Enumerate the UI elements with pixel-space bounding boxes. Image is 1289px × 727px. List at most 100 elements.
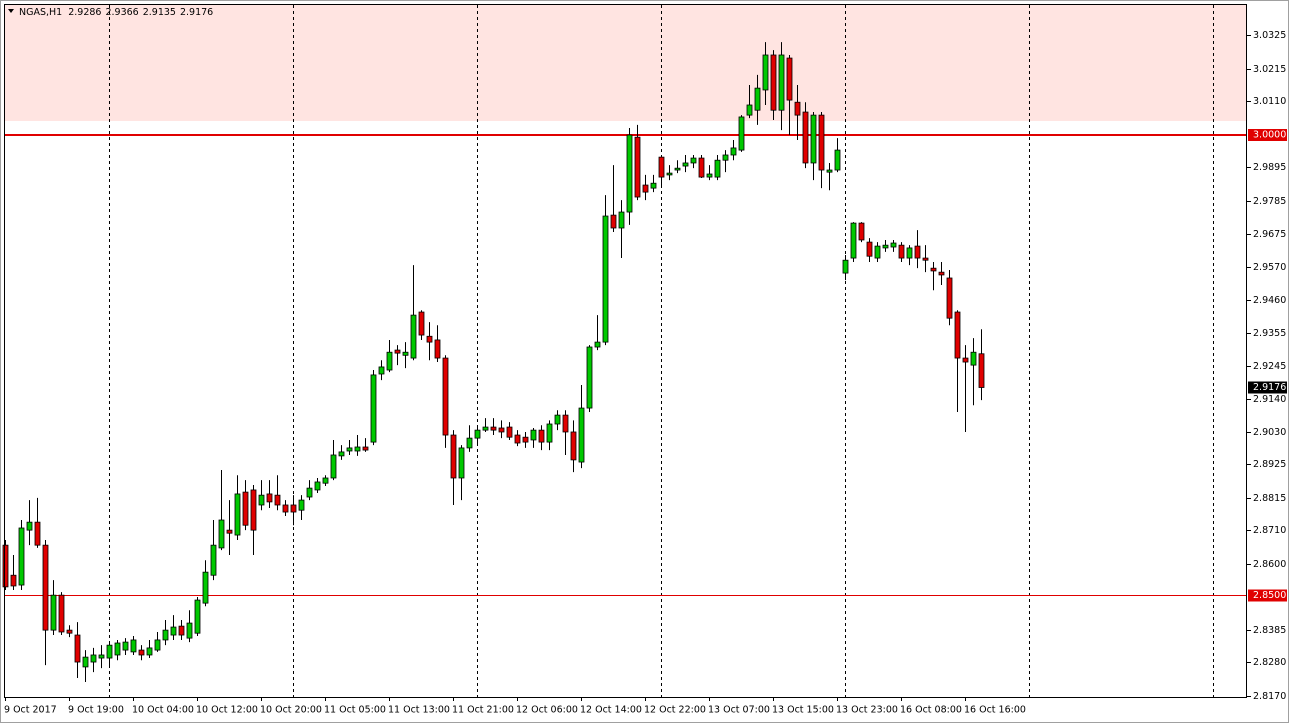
y-tick-label: 3.0110 [1253, 96, 1286, 107]
x-tick-label: 11 Oct 05:00 [324, 705, 386, 716]
candle-up [258, 494, 265, 506]
background-layer [5, 5, 1247, 697]
candle-down [858, 222, 865, 241]
plot-frame [4, 4, 1247, 698]
header: NGAS,H1 2.9286 2.9366 2.9135 2.9176 [19, 7, 213, 18]
candle-down [642, 184, 649, 193]
candle-down [610, 214, 617, 229]
candle-up [682, 162, 689, 167]
candle-up [306, 487, 313, 498]
candle-up [458, 447, 465, 479]
y-tick-label: 2.9355 [1253, 328, 1286, 339]
candles-layer [2, 42, 985, 682]
header-open: 2.9286 [68, 7, 101, 18]
y-tick-label: 2.9895 [1253, 162, 1286, 173]
candle-down [698, 157, 705, 178]
y-tick-label: 2.8710 [1253, 525, 1286, 536]
x-tick-label: 9 Oct 19:00 [68, 705, 124, 716]
y-tick-label: 3.0325 [1253, 30, 1286, 41]
candle-up [386, 351, 393, 371]
candle-up [546, 423, 553, 443]
candle-up [50, 594, 57, 631]
candle-down [770, 54, 777, 111]
candle-up [338, 451, 345, 457]
candle-down [786, 57, 793, 101]
y-tick-label: 2.9460 [1253, 295, 1286, 306]
candle-up [690, 157, 697, 164]
candle-down [138, 649, 145, 656]
candle-up [706, 173, 713, 178]
last-price-box [1248, 381, 1287, 394]
candle-down [178, 625, 185, 636]
candle-down [570, 431, 577, 461]
candle-up [170, 626, 177, 636]
level-label-box [1248, 589, 1287, 602]
x-tick-label: 12 Oct 14:00 [580, 705, 642, 716]
candle-up [218, 519, 225, 549]
candle-down [538, 429, 545, 443]
candle-up [370, 374, 377, 443]
candle-down [34, 521, 41, 546]
x-tick-label: 12 Oct 22:00 [644, 705, 706, 716]
candle-up [754, 87, 761, 111]
candle-down [938, 271, 945, 276]
y-tick-label: 2.8170 [1253, 691, 1286, 702]
candle-up [778, 54, 785, 111]
candle-up [530, 429, 537, 441]
y-tick-label: 2.8925 [1253, 459, 1286, 470]
level-label: 3.0000 [1253, 130, 1286, 141]
candle-up [890, 242, 897, 248]
candle-down [2, 544, 9, 588]
candle-up [882, 244, 889, 249]
header-high: 2.9366 [105, 7, 138, 18]
candle-down [794, 101, 801, 116]
candle-down [426, 335, 433, 343]
menu-arrow[interactable] [8, 9, 14, 13]
candle-up [202, 571, 209, 604]
candle-down [226, 529, 233, 534]
y-tick-label: 2.9570 [1253, 262, 1286, 273]
candle-up [466, 437, 473, 449]
candle-up [106, 644, 113, 659]
y-tick-label: 3.0215 [1253, 64, 1286, 75]
candle-up [762, 54, 769, 91]
candle-down [498, 427, 505, 433]
candle-up [378, 366, 385, 375]
candle-up [322, 477, 329, 484]
candle-up [162, 629, 169, 641]
candle-up [346, 447, 353, 452]
candle-up [666, 172, 673, 176]
candle-up [594, 341, 601, 348]
candle-up [234, 493, 241, 536]
x-tick-label: 9 Oct 2017 [4, 705, 57, 716]
candle-down [250, 489, 257, 531]
candle-up [746, 104, 753, 116]
resistance-zone [5, 5, 1247, 121]
candle-up [26, 521, 33, 531]
last-price-label: 2.9176 [1253, 382, 1286, 393]
candle-down [514, 434, 521, 444]
y-tick-label: 2.9030 [1253, 427, 1286, 438]
candle-up [298, 499, 305, 511]
candle-down [242, 491, 249, 526]
candle-up [906, 247, 913, 259]
y-tick-label: 2.8385 [1253, 625, 1286, 636]
candle-up [482, 426, 489, 431]
candle-down [562, 414, 569, 433]
y-tick-label: 2.8280 [1253, 657, 1286, 668]
candle-up [970, 351, 977, 366]
candle-up [586, 346, 593, 409]
candle-down [442, 357, 449, 436]
candle-down [58, 594, 65, 633]
candle-up [714, 159, 721, 178]
candle-down [634, 136, 641, 198]
candle-up [618, 211, 625, 229]
level-label-box [1248, 129, 1287, 141]
x-tick-label: 16 Oct 16:00 [964, 705, 1026, 716]
candle-down [66, 629, 73, 634]
candle-down [290, 504, 297, 513]
candle-up [850, 222, 857, 259]
candle-up [722, 154, 729, 161]
